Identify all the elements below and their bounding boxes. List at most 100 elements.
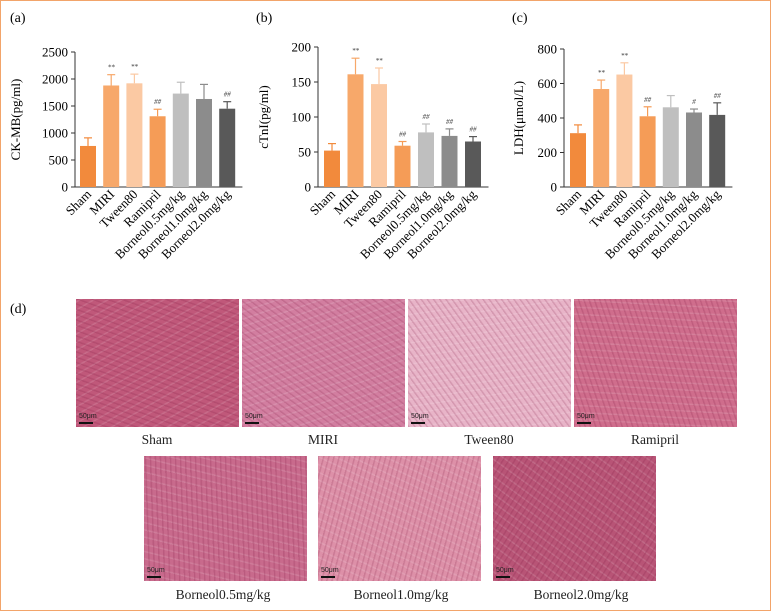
significance-label: ** [352, 47, 360, 55]
bar [103, 85, 120, 187]
micrograph-caption: Borneol0.5mg/kg [175, 587, 271, 602]
panel-label-d: (d) [10, 302, 27, 317]
y-axis-label: cTnI(pg/ml) [256, 85, 271, 149]
scale-bar: 50μm [245, 413, 263, 424]
scale-bar-label: 50μm [147, 567, 165, 574]
bar [80, 145, 96, 187]
panel-label-c: (c) [512, 11, 528, 26]
bar [149, 116, 166, 187]
y-tick-label: 500 [49, 153, 69, 168]
y-tick-label: 1000 [42, 126, 68, 141]
micrograph-caption: Borneol1.0mg/kg [353, 587, 449, 602]
y-tick-label: 100 [292, 110, 312, 125]
micrograph-borneol0-5mg-kg [144, 456, 307, 581]
scale-bar-line [496, 576, 510, 578]
micrograph-caption: Ramipril [631, 432, 679, 447]
bar [418, 132, 434, 187]
bar [662, 107, 679, 187]
significance-label: ** [108, 64, 116, 72]
bar [570, 133, 586, 187]
y-tick-label: 600 [538, 76, 558, 91]
scale-bar-line [79, 422, 93, 424]
scale-bar-label: 50μm [79, 413, 97, 420]
bar [126, 83, 143, 187]
bar [347, 74, 364, 187]
y-tick-label: 800 [538, 42, 558, 57]
significance-label: ## [423, 113, 431, 121]
bar [686, 112, 702, 187]
bar [324, 150, 340, 187]
micrograph-borneol1-0mg-kg [318, 456, 481, 581]
bar [394, 145, 411, 187]
scale-bar-label: 50μm [321, 567, 339, 574]
significance-label: ## [224, 91, 232, 99]
significance-label: ** [131, 63, 139, 71]
chart-2: 0200400600800LDH(μmol/L)Sham**MIRI**Twee… [511, 42, 733, 262]
y-tick-label: 0 [305, 180, 312, 195]
y-tick-label: 2500 [42, 45, 68, 60]
micrograph-ramipril [574, 299, 737, 427]
scale-bar: 50μm [79, 413, 97, 424]
y-tick-label: 400 [538, 111, 558, 126]
significance-label: ## [154, 98, 162, 106]
category-label: Sham [553, 187, 585, 219]
bar [465, 141, 481, 187]
scale-bar-line [577, 422, 591, 424]
scale-bar: 50μm [577, 413, 595, 424]
micrograph-caption: Borneol2.0mg/kg [533, 587, 629, 602]
scale-bar-label: 50μm [577, 413, 595, 420]
bar [441, 135, 458, 187]
bar [593, 89, 610, 187]
significance-label: ## [446, 118, 454, 126]
y-axis-label: CK-MB(pg/ml) [8, 79, 23, 161]
micrograph-borneol2-0mg-kg [493, 456, 656, 581]
significance-label: ** [376, 57, 384, 65]
significance-label: ## [470, 126, 478, 134]
panel-label-a: (a) [10, 11, 26, 26]
bar [371, 84, 387, 187]
panel-label-b: (b) [256, 11, 273, 26]
micrograph-sham [76, 299, 239, 427]
category-label: Sham [307, 187, 339, 219]
significance-label: # [692, 98, 696, 106]
significance-label: ** [621, 52, 629, 60]
scale-bar: 50μm [321, 567, 339, 578]
chart-0: 05001000150020002500CK-MB(pg/ml)Sham**MI… [8, 45, 243, 262]
bar [616, 74, 633, 187]
scale-bar: 50μm [147, 567, 165, 578]
y-tick-label: 200 [538, 145, 558, 160]
scale-bar-label: 50μm [496, 567, 514, 574]
scale-bar: 50μm [411, 413, 429, 424]
chart-1: 050100150200cTnI(pg/ml)Sham**MIRI**Tween… [256, 40, 489, 262]
significance-label: ## [644, 96, 652, 104]
y-tick-label: 1500 [42, 99, 68, 114]
scale-bar-line [411, 422, 425, 424]
y-tick-label: 0 [551, 180, 558, 195]
micrograph-caption: Tween80 [464, 432, 514, 447]
scale-bar-line [321, 576, 335, 578]
scale-bar-label: 50μm [411, 413, 429, 420]
scale-bar-line [245, 422, 259, 424]
y-tick-label: 200 [292, 40, 312, 55]
bar [709, 114, 726, 187]
scale-bar-label: 50μm [245, 413, 263, 420]
y-tick-label: 2000 [42, 72, 68, 87]
micrograph-caption: MIRI [308, 432, 338, 447]
bar [639, 116, 656, 187]
significance-label: ** [598, 69, 606, 77]
scale-bar-line [147, 576, 161, 578]
y-tick-label: 50 [298, 145, 311, 160]
micrograph-caption: Sham [141, 432, 173, 447]
significance-label: ## [399, 131, 407, 139]
bar [219, 108, 236, 187]
scale-bar: 50μm [496, 567, 514, 578]
y-tick-label: 150 [292, 75, 312, 90]
y-tick-label: 0 [62, 180, 69, 195]
micrograph-tween80 [408, 299, 571, 427]
bar [196, 98, 212, 187]
y-axis-label: LDH(μmol/L) [511, 81, 526, 155]
significance-label: ## [714, 92, 722, 100]
micrograph-miri [242, 299, 405, 427]
bar [172, 93, 189, 187]
